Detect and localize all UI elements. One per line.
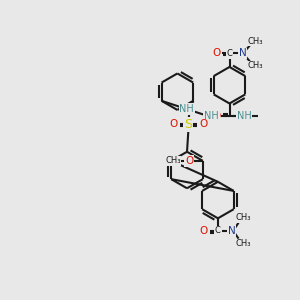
Text: O: O xyxy=(200,226,208,236)
Text: C: C xyxy=(226,49,232,58)
Text: O: O xyxy=(200,119,208,129)
Text: CH₃: CH₃ xyxy=(247,61,262,70)
Text: CH₃: CH₃ xyxy=(247,37,262,46)
Text: N: N xyxy=(238,48,246,59)
Text: S: S xyxy=(184,118,193,131)
Text: NH: NH xyxy=(204,111,219,121)
Text: CH₃: CH₃ xyxy=(236,239,251,248)
Text: NH: NH xyxy=(237,111,252,121)
Text: O: O xyxy=(213,48,221,59)
Text: O: O xyxy=(169,119,177,129)
Text: C: C xyxy=(215,226,221,235)
Text: CH₃: CH₃ xyxy=(165,156,181,165)
Text: CH₃: CH₃ xyxy=(236,213,251,222)
Text: NH: NH xyxy=(179,104,194,114)
Text: O: O xyxy=(212,111,220,121)
Text: N: N xyxy=(228,226,236,236)
Text: O: O xyxy=(185,156,194,166)
